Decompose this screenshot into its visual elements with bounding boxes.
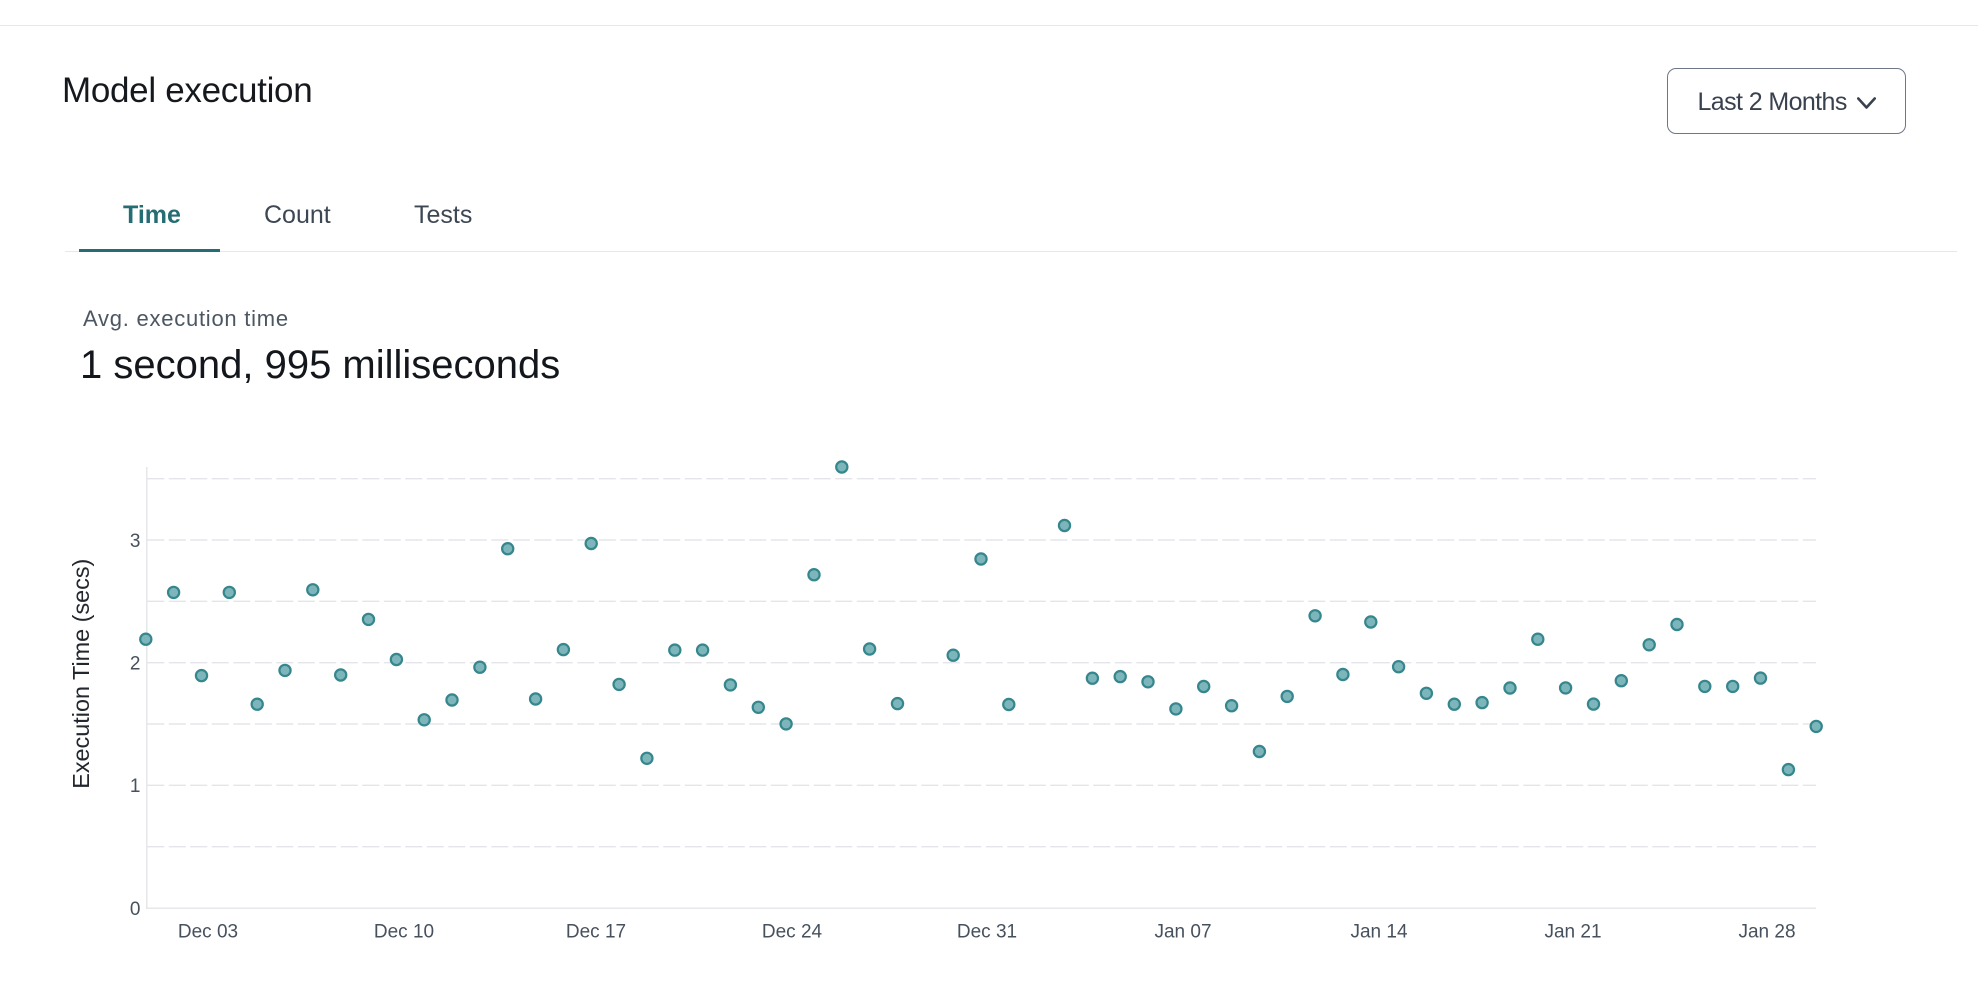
svg-text:Dec 17: Dec 17 [566,922,626,943]
svg-text:Execution Time (secs): Execution Time (secs) [68,559,94,789]
svg-text:Jan 14: Jan 14 [1350,922,1407,943]
svg-text:3: 3 [130,531,141,552]
svg-text:Dec 10: Dec 10 [374,922,434,943]
svg-text:Jan 28: Jan 28 [1738,922,1795,943]
svg-text:Dec 03: Dec 03 [178,922,238,943]
svg-text:Dec 24: Dec 24 [762,922,823,943]
svg-text:1: 1 [130,776,141,797]
svg-text:Dec 31: Dec 31 [957,922,1017,943]
svg-text:Jan 21: Jan 21 [1544,922,1601,943]
svg-text:Jan 07: Jan 07 [1154,922,1211,943]
svg-text:0: 0 [130,899,141,920]
svg-text:2: 2 [130,654,141,675]
